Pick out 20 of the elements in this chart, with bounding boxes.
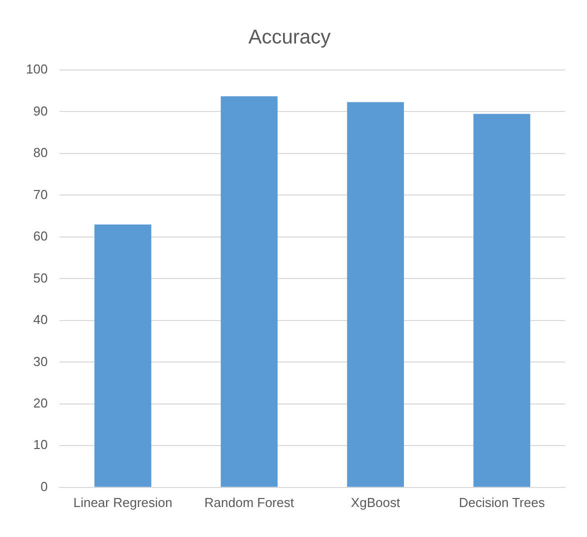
y-tick-label: 0 (40, 478, 48, 494)
y-tick-label: 40 (33, 312, 48, 328)
y-tick-label: 80 (33, 145, 48, 160)
y-tick-label: 60 (33, 228, 48, 244)
bar (94, 224, 152, 487)
y-tick-label: 90 (33, 103, 48, 118)
chart-title: Accuracy (248, 26, 331, 49)
x-tick-label: Random Forest (204, 494, 294, 510)
y-tick-label: 50 (33, 270, 48, 286)
x-tick-label: Linear Regresion (73, 494, 172, 510)
y-tick-label: 30 (33, 354, 48, 369)
x-tick-label: Decision Trees (458, 494, 546, 510)
x-tick-label: XgBoost (350, 494, 400, 510)
bar (473, 114, 530, 487)
y-tick-label: 100 (26, 62, 48, 77)
y-tick-label: 20 (33, 396, 48, 410)
y-tick-label: 70 (33, 186, 48, 202)
bar (220, 96, 278, 487)
bar (347, 102, 404, 487)
y-tick-label: 10 (33, 437, 48, 452)
